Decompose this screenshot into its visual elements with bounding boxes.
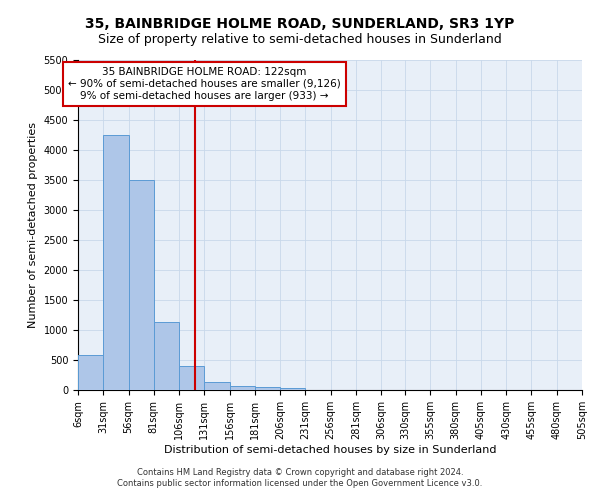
Text: 35, BAINBRIDGE HOLME ROAD, SUNDERLAND, SR3 1YP: 35, BAINBRIDGE HOLME ROAD, SUNDERLAND, S… bbox=[85, 18, 515, 32]
Bar bbox=[255, 387, 280, 390]
Y-axis label: Number of semi-detached properties: Number of semi-detached properties bbox=[28, 122, 38, 328]
Bar bbox=[103, 135, 128, 390]
Bar bbox=[280, 388, 305, 390]
Text: Contains HM Land Registry data © Crown copyright and database right 2024.
Contai: Contains HM Land Registry data © Crown c… bbox=[118, 468, 482, 487]
Text: 35 BAINBRIDGE HOLME ROAD: 122sqm
← 90% of semi-detached houses are smaller (9,12: 35 BAINBRIDGE HOLME ROAD: 122sqm ← 90% o… bbox=[68, 68, 341, 100]
Bar bbox=[128, 180, 154, 390]
X-axis label: Distribution of semi-detached houses by size in Sunderland: Distribution of semi-detached houses by … bbox=[164, 444, 496, 454]
Bar bbox=[78, 355, 103, 390]
Bar bbox=[179, 366, 204, 390]
Bar bbox=[154, 322, 179, 390]
Text: Size of property relative to semi-detached houses in Sunderland: Size of property relative to semi-detach… bbox=[98, 32, 502, 46]
Bar bbox=[204, 382, 230, 390]
Bar bbox=[230, 386, 255, 390]
